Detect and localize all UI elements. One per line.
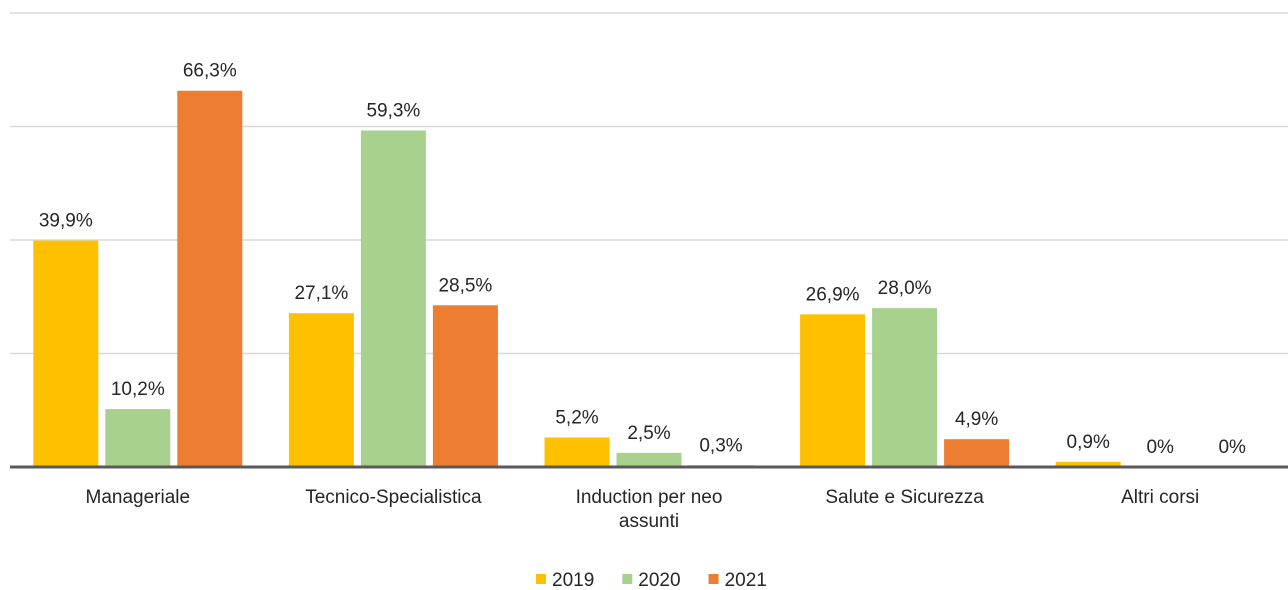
bar xyxy=(105,409,171,467)
data-label: 0,9% xyxy=(1067,432,1110,453)
legend-swatch xyxy=(536,574,546,584)
legend-label: 2019 xyxy=(552,570,594,590)
bar xyxy=(616,452,682,467)
bar xyxy=(800,314,866,467)
data-label: 26,9% xyxy=(806,284,860,305)
bar xyxy=(177,90,243,467)
data-label: 66,3% xyxy=(183,61,237,82)
x-tick-label: Altri corsi xyxy=(1121,487,1200,508)
bar xyxy=(544,437,610,467)
legend-label: 2021 xyxy=(725,570,767,590)
x-tick-label: Manageriale xyxy=(85,487,191,508)
data-label: 5,2% xyxy=(555,407,598,428)
data-label: 0,3% xyxy=(699,435,742,456)
x-tick-label: Tecnico-Specialistica xyxy=(305,487,482,508)
data-label: 27,1% xyxy=(294,283,348,304)
data-label: 28,0% xyxy=(878,278,932,299)
bar xyxy=(288,313,354,467)
data-label: 4,9% xyxy=(955,409,998,430)
data-label: 10,2% xyxy=(111,379,165,400)
bar xyxy=(360,130,426,467)
bar xyxy=(944,439,1010,467)
data-label: 2,5% xyxy=(627,423,670,444)
data-label: 0% xyxy=(1146,437,1174,458)
data-label: 0% xyxy=(1218,437,1246,458)
x-tick-label: Salute e Sicurezza xyxy=(825,487,984,508)
bar xyxy=(1055,461,1121,467)
legend-swatch xyxy=(622,574,633,584)
bar xyxy=(432,305,498,467)
data-label: 59,3% xyxy=(366,100,420,121)
bar xyxy=(33,240,99,467)
legend-label: 2020 xyxy=(638,570,680,590)
bar xyxy=(872,308,938,467)
data-label: 28,5% xyxy=(438,275,492,296)
data-label: 39,9% xyxy=(39,211,93,232)
legend-swatch xyxy=(708,574,719,584)
x-tick-label: Induction per neo assunti xyxy=(575,487,723,532)
